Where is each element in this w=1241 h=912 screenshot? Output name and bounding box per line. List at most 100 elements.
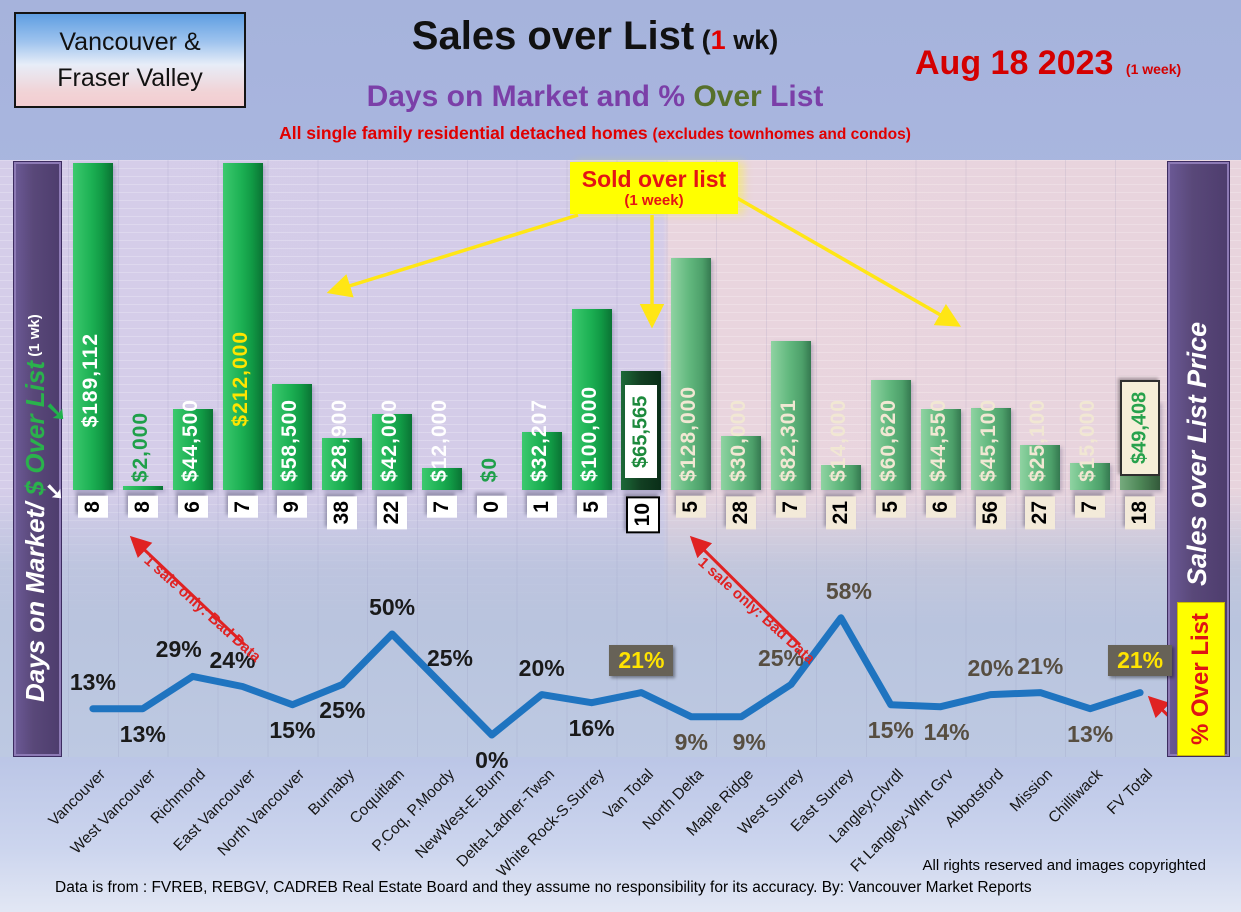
bar-value-label: $15,000	[1076, 399, 1100, 482]
pct-label: 20%	[967, 654, 1014, 681]
bar-value-label: $28,900	[328, 399, 352, 482]
bar	[721, 436, 762, 490]
bar	[122, 486, 163, 490]
bar	[172, 409, 213, 490]
pct-label: 15%	[269, 716, 316, 743]
bar-value-label: $32,207	[527, 399, 551, 482]
report-date-sub: (1 week)	[1125, 61, 1182, 77]
region-badge-line1: Vancouver &	[59, 27, 201, 56]
dom-value: 27	[1025, 496, 1056, 530]
bar	[1020, 445, 1061, 490]
bar-value-label: $14,000	[826, 399, 850, 482]
bar-value-label: $212,000	[228, 331, 252, 427]
pct-label: 25%	[319, 696, 366, 723]
bar	[970, 408, 1011, 490]
left-axis-label-dollar: $ Over List	[20, 360, 50, 496]
pct-label: 16%	[568, 714, 615, 741]
bar	[322, 438, 363, 490]
bar-value-box: $65,565	[625, 385, 658, 478]
bar	[272, 384, 313, 490]
report-date: Aug 18 2023 (1 week)	[915, 44, 1181, 83]
bar-value-label: $25,100	[1026, 399, 1050, 482]
bar-value-label: $44,500	[178, 399, 202, 482]
bar-value-label: $45,100	[976, 399, 1000, 482]
bar	[521, 432, 562, 490]
left-axis-label-dom: Days on Market/	[20, 495, 50, 702]
title-one: 1	[710, 25, 726, 55]
bar	[920, 409, 961, 490]
bar	[222, 163, 263, 490]
dom-value: 5	[576, 496, 607, 518]
bar	[372, 414, 413, 490]
bar-value-label: $60,620	[876, 399, 900, 482]
title-main: Sales over List	[411, 14, 695, 58]
bar-value-label: $30,000	[727, 399, 751, 482]
dom-value: 6	[177, 496, 208, 518]
pct-label: 13%	[69, 668, 116, 695]
page-title: Sales over List (1 wk)	[255, 14, 935, 59]
bar	[671, 258, 712, 490]
dom-value: 5	[676, 496, 707, 518]
bar-value-box: $49,408	[1120, 380, 1161, 476]
footer-rights: All rights reserved and images copyright…	[922, 857, 1206, 874]
dom-value: 10	[626, 496, 661, 534]
dom-value: 7	[227, 496, 258, 518]
subtitle-part1: Days on Market and %	[366, 80, 694, 113]
dom-value: 8	[77, 496, 108, 518]
title-paren-open: (	[694, 25, 711, 55]
subtitle-part3: List	[761, 80, 824, 113]
page-subtitle: Days on Market and % Over List	[255, 80, 935, 114]
bar-value-label: $189,112	[78, 332, 102, 427]
dom-value: 0	[476, 496, 507, 518]
dollar-axis-arrow-icon: ➘	[45, 396, 67, 426]
left-axis-label-wk: (1 wk)	[26, 314, 43, 361]
tagline-main: All single family residential detached h…	[279, 123, 653, 143]
dom-value: 38	[327, 496, 358, 530]
pct-over-list-badge-label: % Over List	[1187, 612, 1214, 746]
dom-value: 9	[277, 496, 308, 518]
callout-line2: (1 week)	[624, 191, 684, 209]
report-date-main: Aug 18 2023	[915, 44, 1114, 82]
bar-value-label: $58,500	[278, 399, 302, 482]
dom-value: 7	[1075, 496, 1106, 518]
dom-value: 7	[776, 496, 806, 518]
bar-value-label: $82,301	[777, 399, 800, 482]
subtitle-part2: Over	[693, 80, 762, 113]
pct-label: 50%	[369, 594, 416, 620]
bar	[422, 468, 462, 490]
bars-layer: $189,112 8 13% $2,000 8 13% $44,500 6 29% $212,00…	[0, 160, 1241, 773]
dom-value: 5	[875, 496, 906, 518]
pct-label: 25%	[426, 644, 474, 671]
pct-label: 9%	[732, 728, 766, 755]
region-badge-line2: Fraser Valley	[57, 64, 203, 92]
dom-value: 7	[427, 496, 457, 518]
bar-value-label: $128,000	[677, 386, 701, 482]
pct-label: 13%	[1067, 720, 1114, 747]
pct-label: 15%	[867, 716, 914, 743]
pct-label-highlight: 21%	[609, 644, 674, 676]
pct-label: 14%	[923, 718, 970, 745]
bar-value-label: $2,000	[128, 411, 152, 482]
pct-label: 20%	[518, 654, 565, 681]
pct-label: 13%	[119, 720, 166, 747]
dom-value: 28	[726, 496, 757, 530]
dom-value: 22	[377, 496, 408, 530]
pct-label: 29%	[155, 636, 202, 663]
bar-value-label: $0	[477, 456, 501, 482]
dom-value: 1	[526, 496, 557, 518]
bar-value-label: $42,000	[378, 399, 402, 482]
bar	[820, 465, 861, 490]
bar	[72, 163, 113, 490]
callout-line1: Sold over list	[581, 166, 727, 193]
bar	[1070, 463, 1111, 490]
bar	[771, 341, 811, 490]
page-tagline: All single family residential detached h…	[180, 123, 1010, 144]
title-paren-close: wk)	[725, 25, 779, 55]
dom-value: 8	[127, 496, 158, 518]
left-axis-label: Days on Market/ $ Over List (1 wk)	[20, 164, 51, 754]
bar	[870, 380, 911, 490]
bar-value-label: $12,000	[428, 399, 451, 482]
dom-value: 6	[925, 496, 956, 518]
footer-source: Data is from : FVREB, REBGV, CADREB Real…	[55, 879, 1032, 896]
pct-label: 58%	[825, 577, 872, 604]
